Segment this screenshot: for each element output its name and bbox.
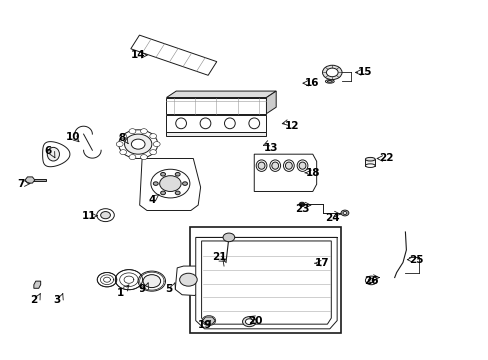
Circle shape [242,317,256,327]
Ellipse shape [258,162,264,169]
Ellipse shape [175,118,186,129]
Circle shape [119,130,158,158]
Circle shape [149,150,156,155]
Text: 14: 14 [131,50,145,60]
Polygon shape [30,179,45,181]
Circle shape [129,154,136,159]
Ellipse shape [224,118,235,129]
Polygon shape [166,116,266,132]
Text: 3: 3 [53,295,61,305]
Text: 11: 11 [82,211,97,221]
Ellipse shape [271,162,278,169]
Polygon shape [254,154,316,192]
Text: 17: 17 [315,258,329,268]
Circle shape [151,169,189,198]
Circle shape [124,134,152,154]
Circle shape [159,176,181,192]
Circle shape [120,134,126,139]
Ellipse shape [200,118,210,129]
Text: 1: 1 [116,288,123,298]
Circle shape [342,212,346,215]
Polygon shape [166,91,276,98]
Text: 24: 24 [325,213,339,222]
Text: 10: 10 [65,132,80,142]
Text: 13: 13 [264,143,278,153]
Ellipse shape [283,160,294,171]
Polygon shape [195,237,336,329]
Circle shape [97,209,114,222]
Circle shape [182,182,187,185]
Circle shape [160,172,165,176]
Text: 18: 18 [305,168,319,178]
Circle shape [153,182,158,185]
Ellipse shape [365,157,374,161]
Circle shape [223,233,234,242]
Text: 25: 25 [408,255,423,265]
Text: 4: 4 [148,195,155,205]
Circle shape [365,276,376,285]
Polygon shape [175,266,203,296]
Polygon shape [201,241,330,324]
Circle shape [326,68,337,77]
Circle shape [179,273,197,286]
Circle shape [245,319,253,324]
Circle shape [299,202,305,207]
Polygon shape [25,177,35,183]
Text: 7: 7 [18,179,25,189]
Circle shape [131,139,145,149]
Circle shape [202,316,215,325]
Text: 22: 22 [378,153,392,163]
Polygon shape [166,98,266,114]
Polygon shape [266,91,276,114]
Text: 26: 26 [363,276,378,286]
Circle shape [140,154,147,159]
Circle shape [175,172,180,176]
Text: 6: 6 [45,146,52,156]
Text: 2: 2 [30,295,38,305]
Circle shape [367,278,373,283]
Polygon shape [166,132,266,136]
Ellipse shape [297,160,307,171]
Circle shape [175,191,180,195]
Text: 21: 21 [211,252,226,262]
Polygon shape [365,159,374,166]
Circle shape [129,129,136,134]
Polygon shape [202,317,215,324]
Text: 19: 19 [197,320,211,330]
Ellipse shape [256,160,266,171]
Circle shape [160,191,165,195]
Circle shape [116,141,123,147]
Circle shape [153,141,160,147]
Circle shape [120,150,126,155]
Polygon shape [140,158,200,211]
Ellipse shape [299,162,305,169]
Text: 15: 15 [357,67,372,77]
Ellipse shape [325,80,333,83]
Ellipse shape [269,160,280,171]
Circle shape [138,271,165,291]
Circle shape [140,129,147,134]
Bar [130,35,216,75]
Bar [189,226,340,333]
Circle shape [149,134,156,139]
Text: 9: 9 [138,284,145,294]
Polygon shape [34,281,41,288]
Circle shape [101,212,110,219]
Text: 5: 5 [165,284,172,294]
Ellipse shape [248,118,259,129]
Text: 20: 20 [247,316,262,325]
Polygon shape [42,141,70,167]
Circle shape [340,210,348,216]
Text: 12: 12 [285,121,299,131]
Text: 8: 8 [118,133,125,143]
Circle shape [143,275,160,288]
Ellipse shape [47,147,60,161]
Text: 16: 16 [304,78,318,88]
Ellipse shape [327,81,331,82]
Ellipse shape [365,164,374,167]
Ellipse shape [285,162,292,169]
Circle shape [322,65,341,80]
Text: 23: 23 [294,204,308,214]
